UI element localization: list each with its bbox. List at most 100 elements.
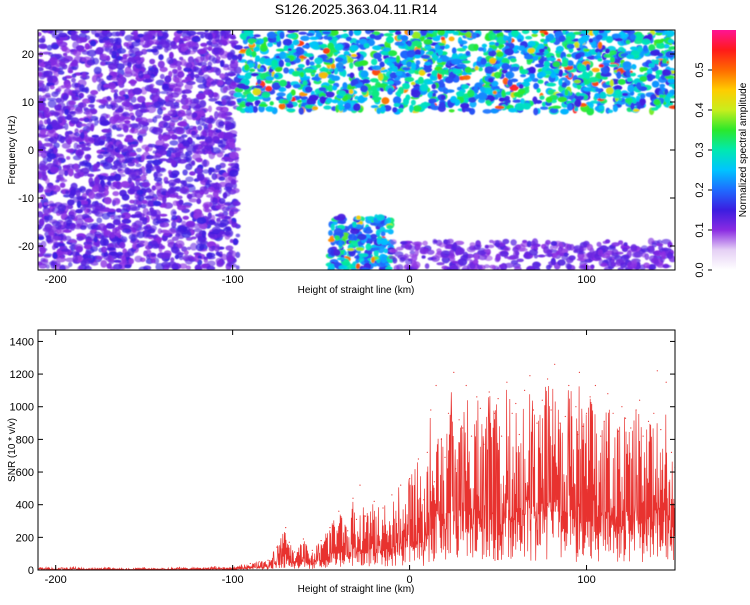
spectrogram-cell — [127, 61, 132, 69]
spectrogram-cell — [170, 44, 178, 50]
spectrogram-cell — [152, 30, 161, 33]
spectrogram-cell — [186, 265, 191, 270]
spectrogram-cell — [110, 182, 117, 190]
spectrogram-cell — [671, 83, 675, 90]
spectrogram-cell — [116, 134, 125, 137]
spectrogram-cell — [46, 44, 53, 51]
spectrogram-cell — [380, 238, 389, 246]
spectrogram-cell — [331, 75, 340, 81]
spectrogram-cell — [279, 79, 287, 87]
spectrogram-cell — [58, 168, 65, 177]
spectrogram-cell — [48, 153, 57, 160]
spectrogram-cell — [144, 195, 155, 199]
spectrogram-cell — [99, 120, 110, 126]
spectrogram-cell — [532, 55, 539, 61]
spectrogram-cell — [187, 56, 194, 64]
spectrogram-cell — [192, 228, 203, 233]
spectrogram-cell — [169, 122, 176, 127]
spectrogram-cell — [300, 35, 310, 41]
spectrogram-cell — [64, 122, 69, 131]
spectrogram-cell — [98, 104, 106, 109]
spectrogram-cell — [91, 185, 99, 193]
spectrogram-cell — [400, 35, 409, 42]
spectrogram-cell — [591, 40, 597, 49]
spectrogram-cell — [61, 142, 71, 149]
spectrogram-cell — [592, 30, 599, 36]
spectrogram-cell — [425, 33, 434, 39]
spectrogram-cell — [121, 255, 127, 264]
spectrogram-cell — [203, 89, 212, 95]
spectrogram-cell — [356, 215, 361, 220]
spectrogram-cell — [134, 170, 141, 178]
spectrogram-cell — [375, 229, 381, 237]
spectrogram-cell — [58, 242, 66, 247]
spectrogram-cell — [144, 165, 155, 172]
spectrogram-cell — [80, 30, 90, 34]
spectrogram-cell — [513, 92, 521, 97]
spectrogram-cell — [110, 266, 116, 270]
spectrogram-cell — [661, 69, 672, 77]
spectrogram-cell — [223, 132, 234, 140]
spectrogram-cell — [149, 207, 154, 213]
spectrogram-cell — [380, 231, 386, 237]
spectrogram-cell — [660, 63, 668, 67]
spectrogram-cell — [127, 162, 135, 167]
spectrogram-cell — [541, 101, 546, 107]
spectrogram-cell — [376, 258, 381, 264]
spectrogram-cell — [136, 60, 142, 65]
spectrogram-cell — [371, 96, 382, 101]
spectrogram-cell — [231, 100, 236, 105]
spectrogram-cell — [124, 120, 131, 124]
spectrogram-cell — [342, 82, 348, 90]
spectrogram-cell — [173, 76, 180, 83]
spectrogram-cell — [83, 138, 90, 143]
spectrogram-cell — [40, 194, 46, 200]
spectrogram-cell — [53, 91, 61, 95]
spectrogram-cell — [369, 33, 376, 40]
spectrogram-cell — [101, 212, 111, 220]
spectrogram-cell — [140, 204, 147, 209]
spectrogram-cell — [404, 77, 415, 82]
spectrogram-cell — [648, 63, 655, 68]
spectrogram-cell — [80, 131, 85, 139]
spectrogram-cell — [523, 78, 532, 83]
spectrogram-cell — [220, 60, 225, 68]
spectrogram-cell — [185, 152, 189, 157]
spectrogram-cell — [396, 89, 401, 98]
spectrogram-cell — [87, 45, 93, 49]
spectrogram-cell — [158, 54, 164, 61]
spectrogram-cell — [495, 30, 501, 34]
spectrogram-cell — [93, 208, 100, 216]
figure-title: S126.2025.363.04.11.R14 — [275, 1, 438, 17]
spectrogram-cell — [103, 42, 113, 48]
spectrogram-cell — [370, 233, 378, 239]
spectrogram-cell — [112, 45, 118, 51]
spectrogram-cell — [505, 91, 512, 96]
spectrogram-cell — [65, 190, 70, 195]
spectrogram-cell — [520, 98, 525, 105]
spectrogram-cell — [181, 94, 188, 99]
spectrogram-cell — [135, 109, 144, 118]
spectrogram-cell — [110, 76, 121, 81]
spectrogram-cell — [64, 83, 72, 89]
spectrogram-cell — [267, 42, 273, 48]
spectrogram-cell — [67, 130, 73, 135]
spectrogram-cell — [465, 31, 472, 38]
spectrogram-cell — [134, 194, 140, 200]
spectrogram-cell — [609, 63, 619, 68]
spectrogram-cell — [249, 68, 256, 72]
spectrogram-cell — [143, 74, 151, 79]
spectrogram-cell — [114, 89, 119, 93]
spectrogram-cell — [219, 138, 229, 145]
spectrogram-cell — [666, 30, 675, 37]
spectrogram-cell — [73, 172, 81, 179]
spectrogram-cell — [591, 67, 600, 73]
spectrogram-cell — [141, 199, 148, 204]
spectrogram-cell — [360, 70, 369, 78]
spectrogram-cell — [84, 265, 92, 270]
spectrogram-cell — [128, 233, 138, 241]
spectrogram-cell — [53, 142, 60, 149]
spectrogram-cell — [271, 82, 281, 90]
spectrogram-cell — [440, 36, 446, 41]
spectrogram-cell — [556, 46, 564, 52]
